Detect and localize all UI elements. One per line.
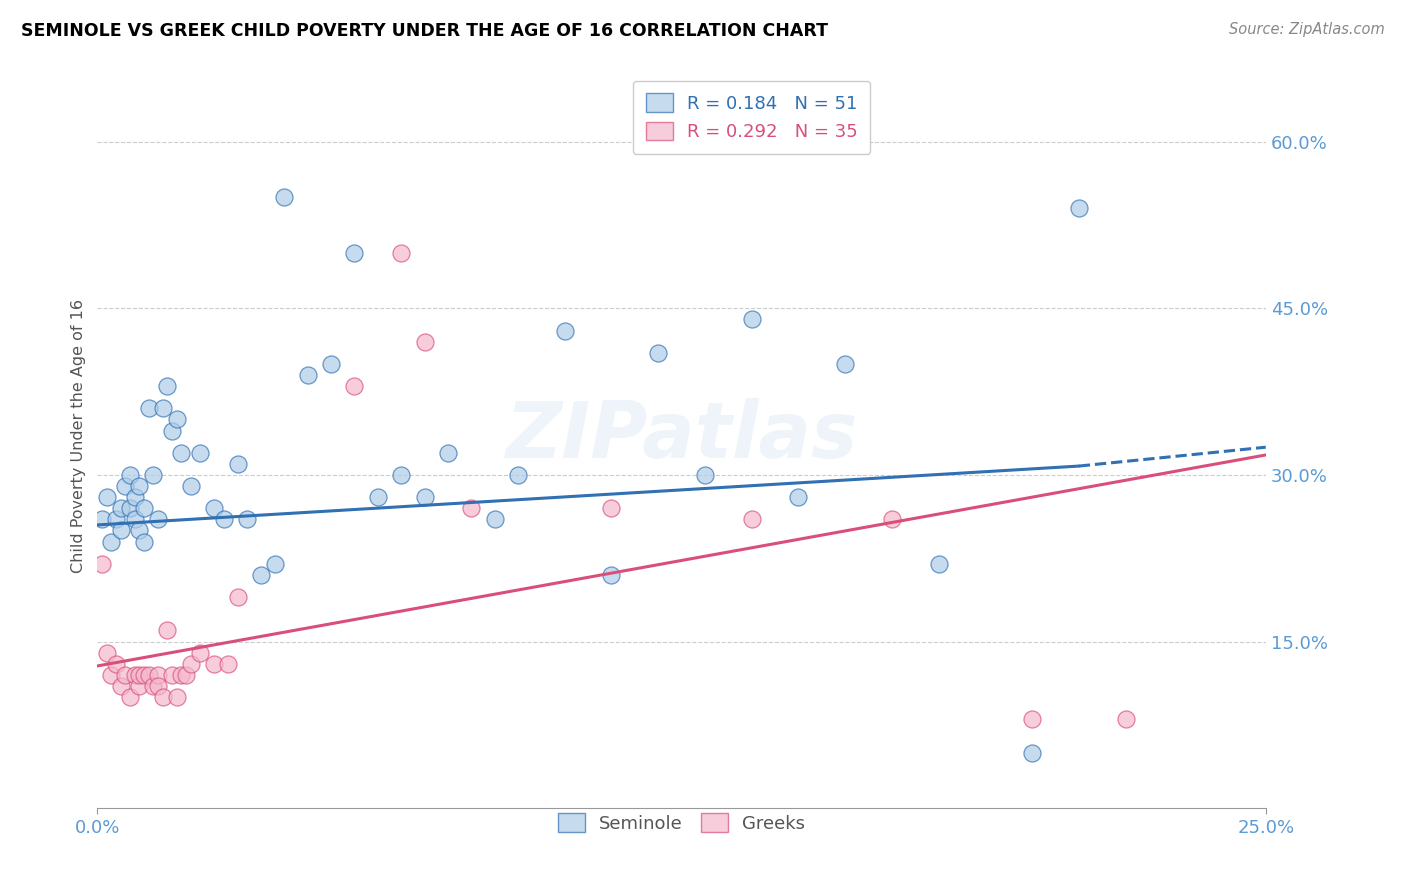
Point [124,668,146,682]
Point [152,690,174,704]
Point [297,368,319,382]
Point [160,424,183,438]
Point [128,679,150,693]
Point [389,245,412,260]
Point [236,512,259,526]
Point [343,245,366,260]
Point [741,512,763,526]
Point [142,467,165,482]
Point [100,534,122,549]
Text: ZIPatlas: ZIPatlas [505,398,858,474]
Point [880,512,903,526]
Point [389,467,412,482]
Point [114,668,136,682]
Point [226,457,249,471]
Point [152,401,174,416]
Point [166,412,188,426]
Point [343,379,366,393]
Point [146,668,169,682]
Point [202,657,225,671]
Point [105,512,128,526]
Point [138,401,160,416]
Point [1115,712,1137,726]
Point [132,668,155,682]
Point [226,590,249,604]
Point [413,334,436,349]
Point [170,446,193,460]
Point [1021,746,1043,760]
Point [160,668,183,682]
Point [170,668,193,682]
Text: SEMINOLE VS GREEK CHILD POVERTY UNDER THE AGE OF 16 CORRELATION CHART: SEMINOLE VS GREEK CHILD POVERTY UNDER TH… [21,22,828,40]
Point [96,490,118,504]
Point [156,379,179,393]
Point [600,501,623,516]
Point [120,501,142,516]
Point [180,479,202,493]
Point [484,512,506,526]
Point [100,668,122,682]
Point [741,312,763,326]
Point [600,568,623,582]
Point [166,690,188,704]
Point [91,557,114,571]
Point [128,524,150,538]
Point [367,490,389,504]
Point [928,557,950,571]
Point [114,479,136,493]
Point [647,346,669,360]
Point [413,490,436,504]
Point [110,501,132,516]
Point [128,479,150,493]
Point [264,557,287,571]
Point [132,501,155,516]
Point [110,679,132,693]
Point [156,624,179,638]
Point [693,467,716,482]
Point [96,646,118,660]
Point [120,467,142,482]
Point [146,679,169,693]
Point [124,512,146,526]
Point [319,357,342,371]
Point [217,657,239,671]
Point [554,324,576,338]
Point [1021,712,1043,726]
Point [142,679,165,693]
Y-axis label: Child Poverty Under the Age of 16: Child Poverty Under the Age of 16 [72,299,86,573]
Point [188,646,211,660]
Point [124,490,146,504]
Point [460,501,482,516]
Point [202,501,225,516]
Point [506,467,529,482]
Point [110,524,132,538]
Point [188,446,211,460]
Point [146,512,169,526]
Point [91,512,114,526]
Point [1067,202,1090,216]
Point [180,657,202,671]
Point [273,190,295,204]
Point [174,668,197,682]
Point [105,657,128,671]
Point [132,534,155,549]
Point [212,512,235,526]
Text: Source: ZipAtlas.com: Source: ZipAtlas.com [1229,22,1385,37]
Point [250,568,273,582]
Point [138,668,160,682]
Point [437,446,460,460]
Point [120,690,142,704]
Legend: Seminole, Greeks: Seminole, Greeks [550,806,813,840]
Point [128,668,150,682]
Point [787,490,810,504]
Point [834,357,856,371]
